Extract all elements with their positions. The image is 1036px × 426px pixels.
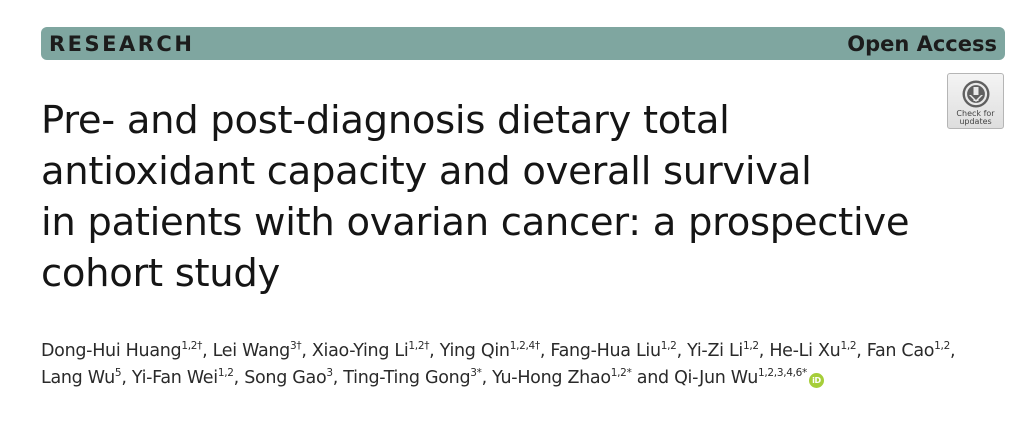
author-separator: , — [539, 341, 551, 361]
author-name[interactable]: Fang-Hua Liu — [550, 341, 661, 361]
author-list: Dong-Hui Huang1,2†, Lei Wang3†, Xiao-Yin… — [41, 338, 1011, 392]
author-name[interactable]: Lang Wu — [41, 368, 115, 388]
author-line-2: Lang Wu5, Yi-Fan Wei1,2, Song Gao3, Ting… — [41, 365, 1011, 392]
author-name[interactable]: Qi-Jun Wu — [674, 368, 758, 388]
check-for-updates-label: Check for updates — [956, 109, 995, 126]
author-name[interactable]: Yi-Fan Wei — [131, 368, 218, 388]
author-separator: , — [949, 341, 956, 361]
author-name[interactable]: Lei Wang — [212, 341, 291, 361]
check-for-updates-icon — [962, 80, 989, 108]
check-for-updates-badge[interactable]: Check for updates — [947, 73, 1004, 129]
title-line: antioxidant capacity and overall surviva… — [41, 149, 812, 194]
author-separator: , — [301, 341, 312, 361]
author-separator: , — [676, 341, 688, 361]
open-access-label: Open Access — [847, 31, 997, 56]
author-name[interactable]: Ting-Ting Gong — [343, 368, 471, 388]
author-affiliation: 5 — [114, 367, 122, 379]
author-separator: , — [758, 341, 770, 361]
author-separator: , — [121, 368, 132, 388]
author-affiliation: 1,2 — [742, 340, 759, 352]
author-affiliation: 1,2,4† — [509, 340, 540, 352]
author-separator: , — [429, 341, 440, 361]
author-name[interactable]: Ying Qin — [439, 341, 510, 361]
author-name[interactable]: Song Gao — [244, 368, 327, 388]
author-line-1: Dong-Hui Huang1,2†, Lei Wang3†, Xiao-Yin… — [41, 338, 1011, 365]
author-affiliation: 1,2 — [840, 340, 857, 352]
title-line: in patients with ovarian cancer: a prosp… — [41, 200, 910, 245]
author-separator: , — [202, 341, 213, 361]
author-affiliation: 1,2* — [610, 367, 632, 379]
author-name[interactable]: Yi-Zi Li — [687, 341, 743, 361]
article-title: Pre- and post-diagnosis dietary total an… — [41, 95, 941, 299]
author-affiliation: 3† — [289, 340, 302, 352]
author-affiliation: 3 — [326, 367, 333, 379]
author-name[interactable]: Yu-Hong Zhao — [492, 368, 611, 388]
author-name[interactable]: Fan Cao — [866, 341, 935, 361]
author-name[interactable]: He-Li Xu — [769, 341, 841, 361]
author-separator: , — [856, 341, 867, 361]
author-separator: , — [233, 368, 245, 388]
title-line: cohort study — [41, 251, 281, 296]
author-separator: , — [332, 368, 344, 388]
author-affiliation: 1,2,3,4,6* — [757, 367, 807, 379]
author-separator: and — [631, 368, 675, 388]
author-separator: , — [481, 368, 493, 388]
article-type-banner: RESEARCH Open Access — [41, 27, 1005, 60]
author-affiliation: 1,2 — [934, 340, 950, 352]
author-affiliation: 1,2 — [660, 340, 677, 352]
orcid-icon[interactable]: iD — [809, 373, 824, 388]
author-affiliation: 3* — [470, 367, 482, 379]
author-affiliation: 1,2† — [408, 340, 430, 352]
author-affiliation: 1,2† — [181, 340, 203, 352]
article-type-label: RESEARCH — [49, 31, 195, 56]
author-affiliation: 1,2 — [217, 367, 234, 379]
author-name[interactable]: Dong-Hui Huang — [41, 341, 182, 361]
title-line: Pre- and post-diagnosis dietary total — [41, 98, 730, 143]
author-name[interactable]: Xiao-Ying Li — [311, 341, 409, 361]
